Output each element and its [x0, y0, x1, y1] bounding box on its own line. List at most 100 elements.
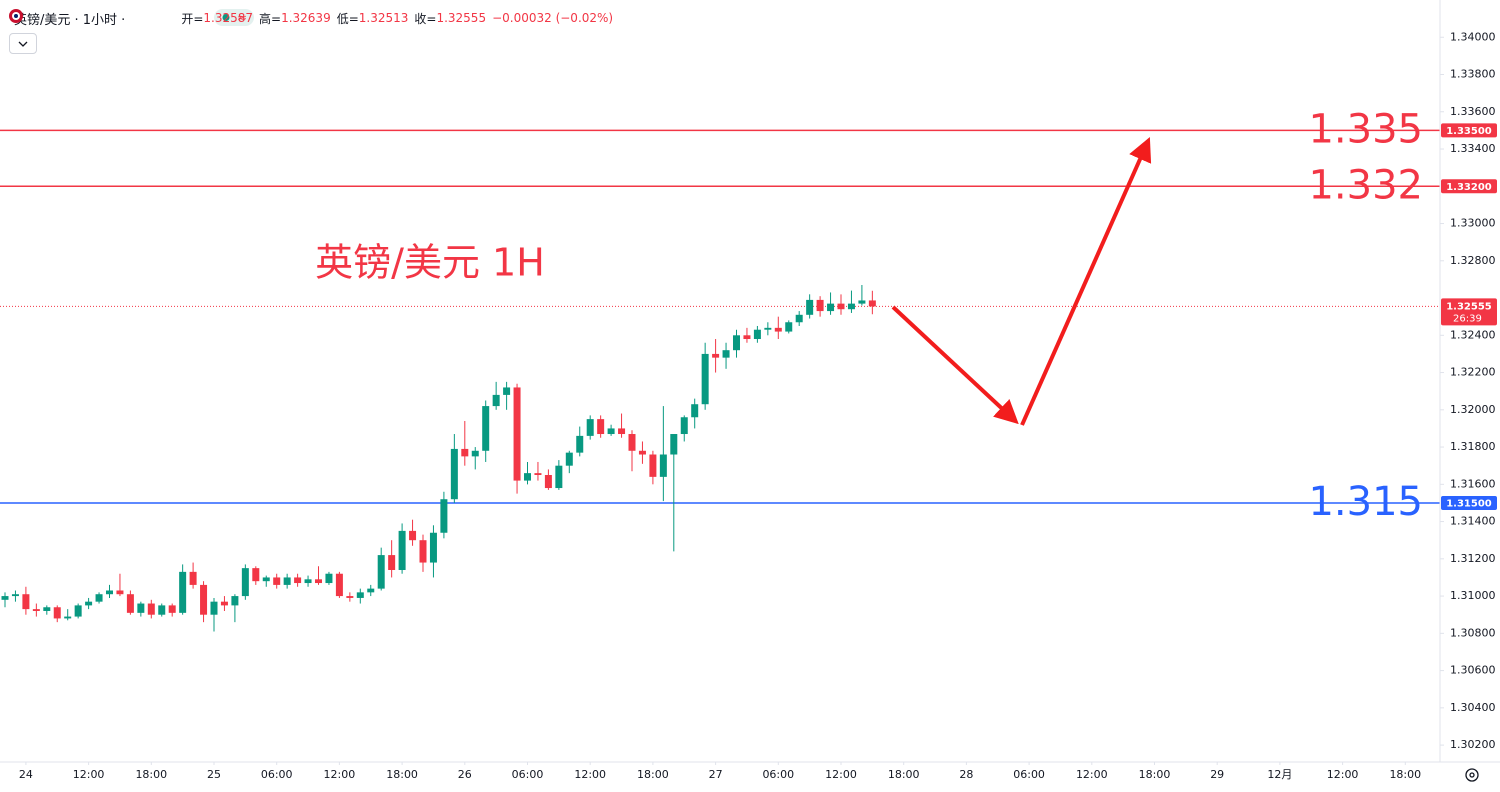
candle-body [534, 473, 542, 475]
status-pill[interactable]: ≈ [214, 9, 254, 26]
level-tag-text: 1.31500 [1446, 498, 1492, 509]
candle-body [252, 568, 260, 582]
settings-icon[interactable] [1465, 768, 1479, 782]
candle-body [294, 577, 302, 584]
chevron [18, 41, 28, 47]
x-tick-label: 06:00 [512, 768, 544, 781]
symbol-flag [9, 9, 23, 23]
candle-body [524, 473, 531, 481]
candle-body [827, 303, 835, 312]
x-tick-label: 12:00 [574, 768, 606, 781]
candle-body [126, 594, 134, 613]
candle-body [137, 603, 145, 613]
candle-body [858, 300, 866, 304]
x-tick-label: 12月 [1267, 768, 1292, 781]
candle-body [346, 596, 354, 598]
x-tick-label: 12:00 [324, 768, 356, 781]
y-tick-label: 1.31600 [1450, 477, 1496, 490]
candle-body [544, 475, 552, 489]
candle-body [680, 417, 688, 435]
candle-body [565, 452, 573, 466]
candle-body [785, 322, 793, 332]
x-tick-label: 12:00 [73, 768, 105, 781]
y-tick-label: 1.31800 [1450, 440, 1496, 453]
candle-body [200, 584, 208, 615]
collapse-button[interactable] [9, 33, 37, 54]
x-tick-label: 25 [207, 768, 221, 781]
candle-body [492, 394, 500, 407]
settings-icon-center [1469, 772, 1475, 778]
candle-body [806, 299, 814, 315]
candle-body [753, 329, 761, 340]
x-tick-label: 06:00 [261, 768, 293, 781]
candle-body [743, 335, 751, 340]
level-label: 1.332 [1308, 162, 1423, 208]
candle-body [1, 596, 9, 600]
x-tick-label: 18:00 [1389, 768, 1421, 781]
high-label: 高= [259, 11, 282, 26]
candle-body [388, 555, 396, 570]
candle-body [147, 603, 155, 615]
last-price-tag-text: 1.32555 [1446, 301, 1492, 312]
low-value: 1.32513 [358, 11, 409, 25]
x-tick-label: 18:00 [386, 768, 418, 781]
x-tick-label: 18:00 [637, 768, 669, 781]
candle-body [210, 601, 218, 615]
y-tick-label: 1.32400 [1450, 328, 1496, 341]
candle-body [283, 577, 291, 585]
x-tick-label: 12:00 [1076, 768, 1108, 781]
candle-body [597, 419, 605, 435]
candle-body [335, 573, 343, 597]
x-tick-label: 18:00 [135, 768, 167, 781]
candle-body [482, 406, 490, 451]
candle-body [837, 303, 845, 310]
y-tick-label: 1.32800 [1450, 254, 1496, 267]
y-tick-label: 1.32200 [1450, 366, 1496, 379]
candle-body [764, 327, 772, 330]
high-value: 1.32639 [281, 11, 331, 25]
candle-body [722, 350, 730, 358]
svg-text:≈: ≈ [237, 11, 247, 25]
chart-annotation: 英镑/美元 1H [315, 241, 545, 285]
candle-body [398, 530, 406, 570]
status-icon: ≈ [222, 11, 247, 25]
y-tick-label: 1.33800 [1450, 68, 1496, 81]
x-tick-label: 18:00 [1139, 768, 1171, 781]
candle-body [74, 605, 82, 617]
x-tick-label: 18:00 [888, 768, 920, 781]
candle-body [241, 568, 249, 597]
legend-header: 英镑/美元 · 1小时 · 开= 1.32587 高= 1.32639 低= 1.32… [8, 8, 613, 28]
candle-body [116, 590, 124, 595]
candle-body [586, 419, 594, 436]
candle-body [618, 428, 626, 435]
candle-body [868, 300, 876, 307]
candle-body [649, 454, 657, 477]
y-tick-label: 1.31000 [1450, 589, 1496, 602]
y-tick-label: 1.34000 [1450, 30, 1496, 43]
y-tick-label: 1.30200 [1450, 738, 1496, 751]
candle-body [733, 335, 740, 351]
candle-body [53, 607, 61, 619]
candle-body [220, 601, 228, 606]
x-tick-label: 26 [458, 768, 472, 781]
forecast-arrow-down [891, 305, 1019, 425]
y-tick-label: 1.33600 [1450, 105, 1496, 118]
x-tick-label: 12:00 [825, 768, 857, 781]
candle-body [377, 555, 385, 589]
candle-body [325, 573, 333, 584]
y-tick-label: 1.30400 [1450, 701, 1496, 714]
candle-body [555, 465, 563, 489]
level-tag [1441, 123, 1497, 138]
candle-body [367, 588, 375, 593]
candle-body [607, 428, 615, 435]
candle-body [513, 387, 521, 481]
last-price-tag [1441, 298, 1497, 326]
symbol-title: 英镑/美元 · 1小时 · [14, 12, 126, 28]
y-tick-label: 1.30800 [1450, 626, 1496, 639]
candle-body [701, 353, 709, 405]
y-tick-label: 1.33400 [1450, 142, 1496, 155]
candle-body [179, 571, 187, 613]
candle-body [409, 530, 417, 541]
